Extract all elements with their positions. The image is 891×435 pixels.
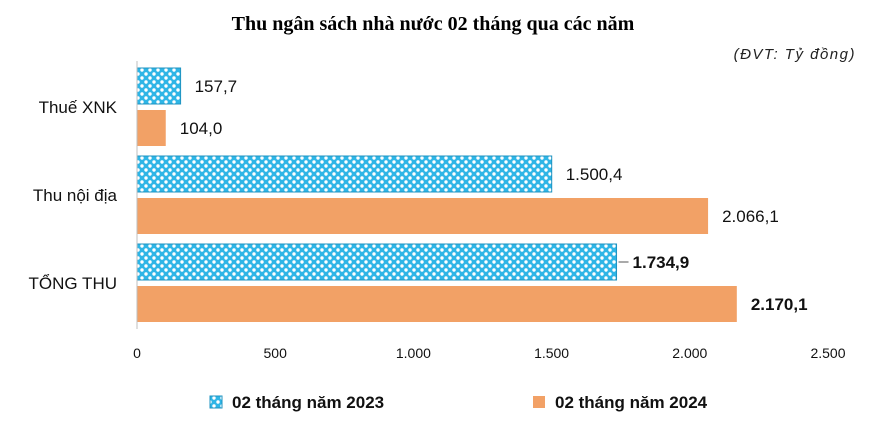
unit-label: (ĐVT: Tỷ đồng) (734, 46, 856, 63)
chart-title: Thu ngân sách nhà nước 02 tháng qua các … (232, 13, 635, 35)
data-label-2023-thu-noi-dia: 1.500,4 (566, 165, 623, 184)
data-label-2024-tong-thu: 2.170,1 (751, 295, 808, 314)
legend-label-2023: 02 tháng năm 2023 (232, 393, 384, 412)
legend-swatch-2023 (209, 395, 223, 409)
category-label-thue-xnk: Thuế XNK (39, 98, 118, 117)
x-tick-label: 1.000 (396, 345, 431, 361)
bar-2024-tong-thu (137, 286, 737, 322)
x-tick-label: 1.500 (534, 345, 569, 361)
data-label-2024-thu-noi-dia: 2.066,1 (722, 207, 779, 226)
data-label-2023-tong-thu: 1.734,9 (633, 253, 690, 272)
x-tick-label: 2.500 (810, 345, 845, 361)
category-label-tong-thu: TỔNG THU (29, 274, 117, 293)
x-tick-label: 500 (264, 345, 288, 361)
x-tick-label: 0 (133, 345, 141, 361)
bar-2023-thu-noi-dia (136, 155, 553, 193)
bar-2023-thue-xnk (136, 67, 182, 105)
bar-2024-thue-xnk (137, 110, 166, 146)
data-label-2023-thue-xnk: 157,7 (195, 77, 238, 96)
category-label-thu-noi-dia: Thu nội địa (33, 186, 118, 205)
data-label-2024-thue-xnk: 104,0 (180, 119, 223, 138)
x-tick-label: 2.000 (672, 345, 707, 361)
bar-2024-thu-noi-dia (137, 198, 709, 234)
legend-label-2024: 02 tháng năm 2024 (555, 393, 708, 412)
legend-swatch-2024 (533, 396, 545, 408)
bar-2023-tong-thu (136, 243, 618, 281)
